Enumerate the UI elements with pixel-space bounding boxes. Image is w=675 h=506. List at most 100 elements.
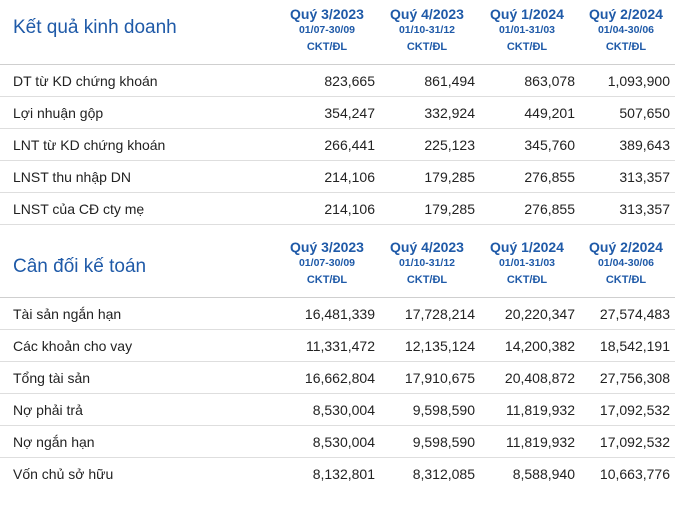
cell-value: 332,924 [377, 96, 477, 129]
period-range: 01/01-31/03 [498, 257, 556, 269]
cell-value: 9,598,590 [377, 425, 477, 458]
cell-value: 27,756,308 [577, 361, 675, 394]
period-header: Quý 4/2023 01/10-31/12 CKT/ĐL [377, 0, 477, 64]
cell-value: 449,201 [477, 96, 577, 129]
cell-value: 17,092,532 [577, 393, 675, 426]
cell-value: 179,285 [377, 192, 477, 225]
cell-value: 276,855 [477, 192, 577, 225]
row-label: LNT từ KD chứng khoán [0, 128, 277, 161]
period-unit: CKT/ĐL [605, 274, 647, 286]
table-row: DT từ KD chứng khoán 823,665 861,494 863… [0, 64, 675, 97]
period-quarter: Quý 1/2024 [490, 6, 564, 22]
cell-value: 8,312,085 [377, 457, 477, 490]
cell-value: 17,092,532 [577, 425, 675, 458]
cell-value: 10,663,776 [577, 457, 675, 490]
income-statement-section: Kết quả kinh doanh Quý 3/2023 01/07-30/0… [0, 0, 675, 225]
cell-value: 20,220,347 [477, 297, 577, 330]
period-header: Quý 1/2024 01/01-31/03 CKT/ĐL [477, 225, 577, 297]
table-row: Vốn chủ sở hữu 8,132,801 8,312,085 8,588… [0, 457, 675, 490]
cell-value: 16,481,339 [277, 297, 377, 330]
period-unit: CKT/ĐL [306, 41, 348, 53]
cell-value: 313,357 [577, 160, 675, 193]
period-unit: CKT/ĐL [605, 41, 647, 53]
table-row: Tổng tài sản 16,662,804 17,910,675 20,40… [0, 361, 675, 394]
income-statement-table: DT từ KD chứng khoán 823,665 861,494 863… [0, 64, 675, 225]
cell-value: 11,331,472 [277, 329, 377, 362]
period-header: Quý 4/2023 01/10-31/12 CKT/ĐL [377, 225, 477, 297]
period-quarter: Quý 1/2024 [490, 239, 564, 255]
table-row: LNST của CĐ cty mẹ 214,106 179,285 276,8… [0, 192, 675, 225]
period-unit: CKT/ĐL [506, 274, 548, 286]
period-unit: CKT/ĐL [406, 41, 448, 53]
table-row: Lợi nhuận gộp 354,247 332,924 449,201 50… [0, 96, 675, 129]
period-quarter: Quý 4/2023 [390, 6, 464, 22]
cell-value: 8,530,004 [277, 425, 377, 458]
period-unit: CKT/ĐL [506, 41, 548, 53]
period-header: Quý 2/2024 01/04-30/06 CKT/ĐL [577, 0, 675, 64]
period-range: 01/01-31/03 [498, 24, 556, 36]
period-range: 01/07-30/09 [298, 24, 356, 36]
period-header: Quý 2/2024 01/04-30/06 CKT/ĐL [577, 225, 675, 297]
cell-value: 27,574,483 [577, 297, 675, 330]
cell-value: 225,123 [377, 128, 477, 161]
cell-value: 18,542,191 [577, 329, 675, 362]
cell-value: 1,093,900 [577, 64, 675, 97]
cell-value: 17,910,675 [377, 361, 477, 394]
cell-value: 8,588,940 [477, 457, 577, 490]
cell-value: 9,598,590 [377, 393, 477, 426]
period-header: Quý 3/2023 01/07-30/09 CKT/ĐL [277, 225, 377, 297]
cell-value: 11,819,932 [477, 393, 577, 426]
cell-value: 863,078 [477, 64, 577, 97]
row-label: Tài sản ngắn hạn [0, 297, 277, 330]
period-quarter: Quý 3/2023 [290, 6, 364, 22]
period-header: Quý 1/2024 01/01-31/03 CKT/ĐL [477, 0, 577, 64]
row-label: Các khoản cho vay [0, 329, 277, 362]
row-label: Nợ phải trả [0, 393, 277, 426]
row-label: DT từ KD chứng khoán [0, 64, 277, 97]
cell-value: 313,357 [577, 192, 675, 225]
row-label: Nợ ngắn hạn [0, 425, 277, 458]
cell-value: 861,494 [377, 64, 477, 97]
row-label: Tổng tài sản [0, 361, 277, 394]
section-title: Kết quả kinh doanh [13, 17, 177, 38]
balance-sheet-table: Tài sản ngắn hạn 16,481,339 17,728,214 2… [0, 297, 675, 490]
period-range: 01/04-30/06 [597, 257, 655, 269]
table-row: Tài sản ngắn hạn 16,481,339 17,728,214 2… [0, 297, 675, 330]
cell-value: 17,728,214 [377, 297, 477, 330]
period-unit: CKT/ĐL [406, 274, 448, 286]
cell-value: 11,819,932 [477, 425, 577, 458]
cell-value: 8,530,004 [277, 393, 377, 426]
cell-value: 20,408,872 [477, 361, 577, 394]
cell-value: 14,200,382 [477, 329, 577, 362]
cell-value: 214,106 [277, 160, 377, 193]
row-label: LNST của CĐ cty mẹ [0, 192, 277, 225]
table-row: Các khoản cho vay 11,331,472 12,135,124 … [0, 329, 675, 362]
balance-sheet-section: Cân đối kế toán Quý 3/2023 01/07-30/09 C… [0, 225, 675, 490]
row-label: Lợi nhuận gộp [0, 96, 277, 129]
period-unit: CKT/ĐL [306, 274, 348, 286]
cell-value: 276,855 [477, 160, 577, 193]
period-range: 01/07-30/09 [298, 257, 356, 269]
balance-sheet-header: Cân đối kế toán Quý 3/2023 01/07-30/09 C… [0, 225, 675, 297]
cell-value: 214,106 [277, 192, 377, 225]
period-quarter: Quý 2/2024 [589, 6, 663, 22]
cell-value: 389,643 [577, 128, 675, 161]
cell-value: 266,441 [277, 128, 377, 161]
period-range: 01/10-31/12 [398, 24, 456, 36]
period-quarter: Quý 3/2023 [290, 239, 364, 255]
section-title: Cân đối kế toán [13, 256, 147, 277]
table-row: LNT từ KD chứng khoán 266,441 225,123 34… [0, 128, 675, 161]
table-row: Nợ phải trả 8,530,004 9,598,590 11,819,9… [0, 393, 675, 426]
period-range: 01/04-30/06 [597, 24, 655, 36]
cell-value: 507,650 [577, 96, 675, 129]
cell-value: 16,662,804 [277, 361, 377, 394]
period-quarter: Quý 2/2024 [589, 239, 663, 255]
row-label: Vốn chủ sở hữu [0, 457, 277, 490]
cell-value: 354,247 [277, 96, 377, 129]
table-row: LNST thu nhập DN 214,106 179,285 276,855… [0, 160, 675, 193]
cell-value: 179,285 [377, 160, 477, 193]
table-row: Nợ ngắn hạn 8,530,004 9,598,590 11,819,9… [0, 425, 675, 458]
period-quarter: Quý 4/2023 [390, 239, 464, 255]
period-header: Quý 3/2023 01/07-30/09 CKT/ĐL [277, 0, 377, 64]
cell-value: 8,132,801 [277, 457, 377, 490]
